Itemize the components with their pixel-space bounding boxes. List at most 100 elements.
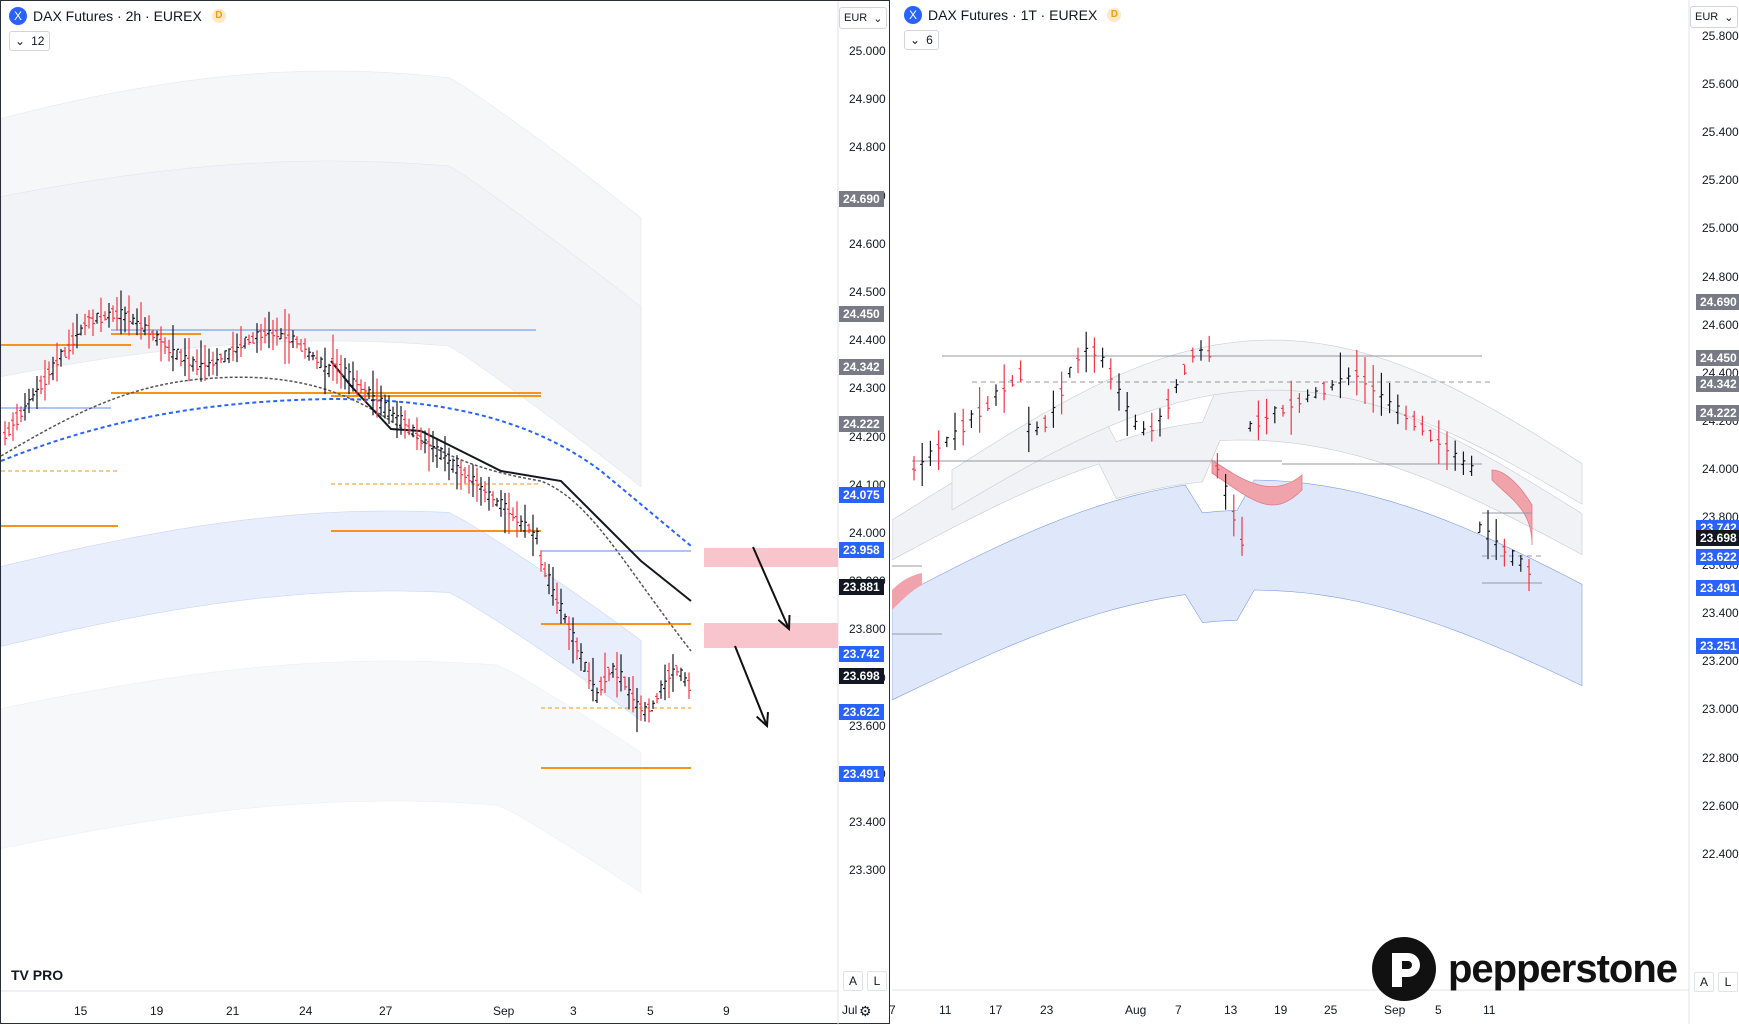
price-tick-label: 22.800 [1702,750,1739,765]
price-tick-label: 23.400 [1702,606,1739,621]
price-tick-label: 24.300 [849,381,886,396]
right-chart-pane[interactable]: X DAX Futures · 1T · EUREX D ⌄ 6 EUR ⌄ 2… [842,0,1739,1024]
price-tick-label: 23.600 [849,718,886,733]
price-tick-label: 22.600 [1702,798,1739,813]
time-tick-label: Sep [493,1004,515,1018]
price-tick-label: 23.300 [849,863,886,878]
time-tick-label: Aug [1125,1003,1147,1017]
blue-dotted-ma [1,397,692,547]
time-tick-label: 19 [150,1004,164,1018]
left-symbol-header[interactable]: X DAX Futures · 2h · EUREX D [9,7,226,25]
price-tick-label: 25.800 [1702,29,1739,43]
left-currency-button[interactable]: EUR ⌄ [839,7,888,29]
chevron-down-icon: ⌄ [873,12,883,25]
price-tick-label: 24.800 [1702,269,1739,284]
eurex-symbol-icon: X [904,6,922,24]
time-tick-label: 21 [226,1004,240,1018]
price-tick-label: 25.200 [1702,173,1739,188]
right-title: DAX Futures · 1T · EUREX [928,7,1098,23]
time-tick-label: 19 [1274,1003,1288,1017]
black-trend-line [330,360,692,602]
left-log-scale-button[interactable]: L [867,971,887,991]
price-tag: 24.222 [839,416,884,432]
time-tick-label: 5 [647,1004,654,1018]
left-chart-canvas[interactable] [1,1,891,1025]
blue-cloud-band [892,479,1583,701]
mid-volatility-band [1,160,642,488]
time-tick-label: 7 [889,1003,896,1017]
settings-gear-icon[interactable]: ⚙ [859,1003,872,1019]
time-tick-label: 11 [1483,1003,1496,1017]
red-cloud-2 [1491,469,1533,546]
chevron-down-icon: ⌄ [15,34,26,48]
time-tick-label: 23 [1040,1003,1054,1017]
price-tick-label: 23.800 [849,622,886,637]
time-tick-label: Jul [842,1003,858,1017]
price-tag: 24.342 [1696,376,1739,392]
chevron-down-icon: ⌄ [1724,11,1734,24]
right-currency-label: EUR [1695,11,1719,23]
left-title: DAX Futures · 2h · EUREX [33,8,202,24]
pepperstone-logo: pepperstone [1370,935,1678,1003]
price-tag: 23.251 [1696,638,1739,654]
down-arrow-1 [752,546,790,630]
price-tag: 24.450 [1696,350,1739,366]
down-arrow-1-head [777,614,791,632]
price-tick-label: 24.500 [849,285,886,299]
time-tick-label: 9 [723,1004,730,1018]
price-tick-label: 24.600 [1702,317,1739,332]
delayed-data-badge[interactable]: D [1107,8,1122,22]
price-tag: 23.491 [1696,580,1739,596]
time-tick-label: 3 [570,1004,577,1018]
price-tick-label: 24.600 [849,236,886,251]
left-indicators-count: 12 [31,34,45,48]
left-auto-scale-button[interactable]: A [843,971,863,991]
price-tick-label: 22.400 [1702,846,1739,861]
down-arrow-2 [734,645,768,727]
time-tick-label: 17 [989,1003,1003,1017]
target-zone-upper [704,548,838,567]
left-indicators-toggle[interactable]: ⌄ 12 [9,31,51,51]
price-tick-label: 25.000 [1702,221,1739,236]
time-tick-label: 15 [74,1004,88,1018]
left-currency-label: EUR [844,12,868,24]
price-tick-label: 23.400 [849,815,886,830]
right-auto-scale-button[interactable]: A [1694,972,1714,992]
delayed-data-badge[interactable]: D [211,9,226,23]
price-tag: 23.622 [839,704,884,720]
time-tick-label: 11 [939,1003,952,1017]
price-tag: 24.075 [839,487,884,503]
left-chart-pane[interactable]: X DAX Futures · 2h · EUREX D ⌄ 12 EUR ⌄ … [0,0,891,1025]
right-chart-canvas[interactable] [892,0,1739,1024]
price-tag: 24.450 [839,306,884,322]
right-log-scale-button[interactable]: L [1718,972,1738,992]
price-tag: 23.698 [839,668,884,684]
right-symbol-header[interactable]: X DAX Futures · 1T · EUREX D [904,6,1122,24]
price-tag: 24.222 [1696,405,1739,421]
price-tick-label: 24.200 [849,429,886,444]
red-cloud-3 [892,573,922,610]
time-tick-label: 24 [299,1004,313,1018]
pepperstone-brand-text: pepperstone [1448,946,1678,991]
eurex-symbol-icon: X [9,7,27,25]
target-zone-lower [704,623,838,648]
time-tick-label: 5 [1435,1003,1442,1017]
right-indicators-count: 6 [926,33,933,47]
right-indicators-toggle[interactable]: ⌄ 6 [904,30,939,50]
grey-dotted-ma [1,376,692,652]
pepperstone-p-icon [1372,937,1436,1001]
tradingview-logo: TV PRO [11,967,63,983]
down-arrow-2-head [755,711,769,729]
price-tick-label: 24.900 [849,92,886,107]
price-tick-label: 25.600 [1702,77,1739,92]
right-currency-button[interactable]: EUR ⌄ [1690,6,1739,28]
tv-logo-text: TV PRO [11,967,64,983]
price-tick-label: 23.200 [1702,654,1739,669]
price-tag: 23.881 [839,579,884,595]
price-tick-label: 24.000 [1702,461,1739,476]
price-tick-label: 24.000 [849,526,886,540]
bottom-volatility-band [1,660,642,893]
time-tick-label: 25 [1324,1003,1338,1017]
price-tag: 24.690 [839,191,884,207]
time-tick-label: Sep [1384,1003,1406,1017]
